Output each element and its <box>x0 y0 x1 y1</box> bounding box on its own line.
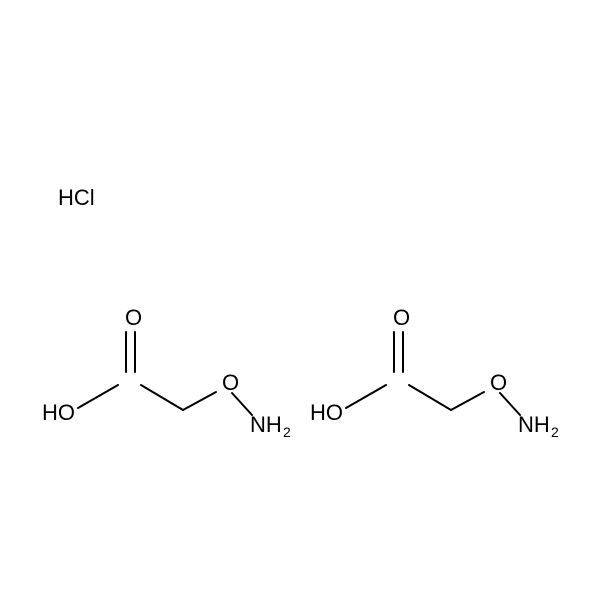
bond <box>409 385 451 410</box>
atom-label-nh-0: NH <box>250 412 282 437</box>
atom-label-o-chain-1: O <box>490 370 507 395</box>
bond <box>183 392 216 410</box>
structure-svg: HClHOOONH2HOOONH2 <box>0 0 600 600</box>
atom-label-ho-1: HO <box>310 400 343 425</box>
bond <box>451 392 484 410</box>
atom-label-o-dbl-0: O <box>125 305 142 330</box>
atom-label-ho-0: HO <box>42 400 75 425</box>
bond <box>346 385 386 408</box>
bond <box>78 385 118 408</box>
atom-label-o-dbl-1: O <box>393 305 410 330</box>
atom-label-nh-1: NH <box>518 412 550 437</box>
bond <box>500 393 520 415</box>
bond <box>232 393 252 415</box>
atom-label-nh-sub-0: 2 <box>283 424 291 440</box>
bond <box>141 385 183 410</box>
atom-label-o-chain-0: O <box>222 370 239 395</box>
atom-label-nh-sub-1: 2 <box>551 424 559 440</box>
chemical-structure-canvas: HClHOOONH2HOOONH2 <box>0 0 600 600</box>
hcl-label: HCl <box>58 185 95 210</box>
